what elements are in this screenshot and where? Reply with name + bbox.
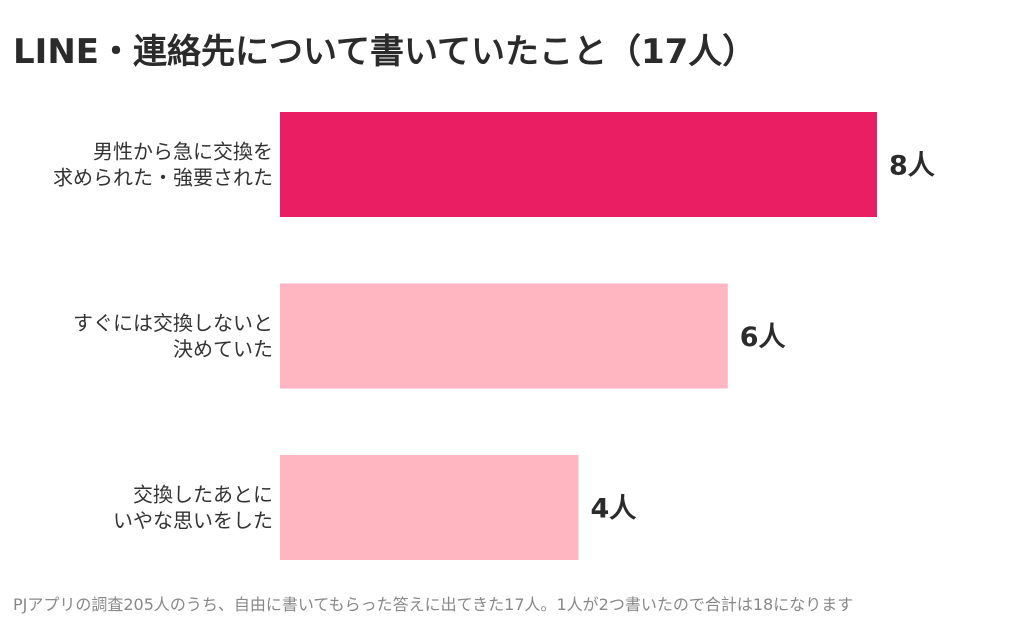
bar-3: [280, 455, 579, 560]
category-label-3-line-1: 交換したあとに: [133, 483, 273, 507]
chart-title: LINE・連絡先について書いていたこと（17人）: [13, 32, 757, 72]
bar-1: [280, 112, 877, 217]
category-label-1-line-1: 男性から急に交換を: [93, 140, 273, 164]
category-label-2-line-2: 決めていた: [173, 337, 273, 361]
footnote: PJアプリの調査205人のうち、自由に書いてもらった答えに出てきた17人。1人が…: [13, 595, 854, 614]
value-label-3: 4人: [591, 494, 637, 525]
category-label-2-line-1: すぐには交換しないと: [73, 311, 273, 335]
value-label-2: 6人: [740, 322, 786, 353]
bar-2: [280, 283, 728, 389]
category-label-1-line-2: 求められた・強要された: [53, 166, 273, 190]
value-label-1: 8人: [889, 151, 935, 182]
category-label-3-line-2: いやな思いをした: [113, 509, 273, 533]
